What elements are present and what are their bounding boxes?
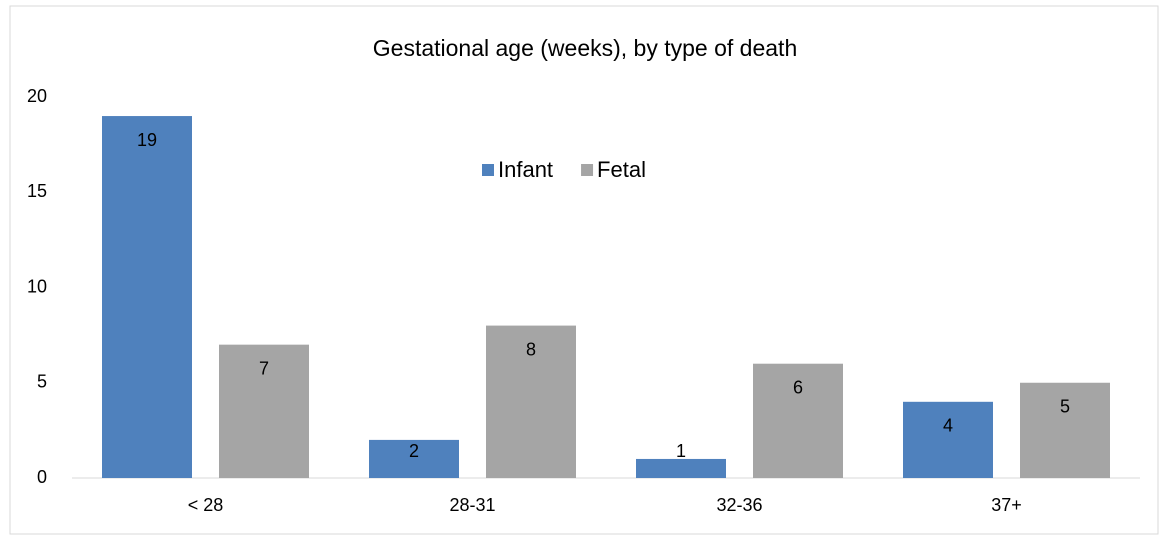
y-tick-label: 0 — [37, 467, 47, 487]
data-label: 2 — [409, 441, 419, 461]
y-tick-label: 15 — [27, 181, 47, 201]
bar — [369, 439, 459, 478]
bar — [102, 116, 192, 479]
data-label: 6 — [793, 377, 803, 397]
bar — [1020, 382, 1110, 478]
chart-title: Gestational age (weeks), by type of deat… — [373, 35, 797, 61]
bar — [903, 401, 993, 478]
legend-swatch — [482, 164, 494, 176]
bar — [486, 325, 576, 478]
data-label: 1 — [676, 441, 686, 461]
legend-label: Infant — [498, 157, 553, 182]
data-label: 19 — [137, 130, 157, 150]
data-label: 5 — [1060, 397, 1070, 417]
bar — [219, 344, 309, 478]
y-tick-label: 20 — [27, 86, 47, 106]
data-label: 7 — [259, 358, 269, 378]
y-tick-label: 10 — [27, 276, 47, 296]
y-tick-label: 5 — [37, 372, 47, 392]
x-tick-label: 37+ — [991, 495, 1022, 515]
data-label: 8 — [526, 339, 536, 359]
bar — [753, 363, 843, 478]
legend-swatch — [581, 164, 594, 176]
data-label: 4 — [943, 416, 953, 436]
x-tick-label: < 28 — [188, 495, 224, 515]
legend-label: Fetal — [597, 157, 646, 182]
bar — [636, 458, 726, 478]
x-tick-label: 32-36 — [716, 495, 762, 515]
x-tick-label: 28-31 — [449, 495, 495, 515]
